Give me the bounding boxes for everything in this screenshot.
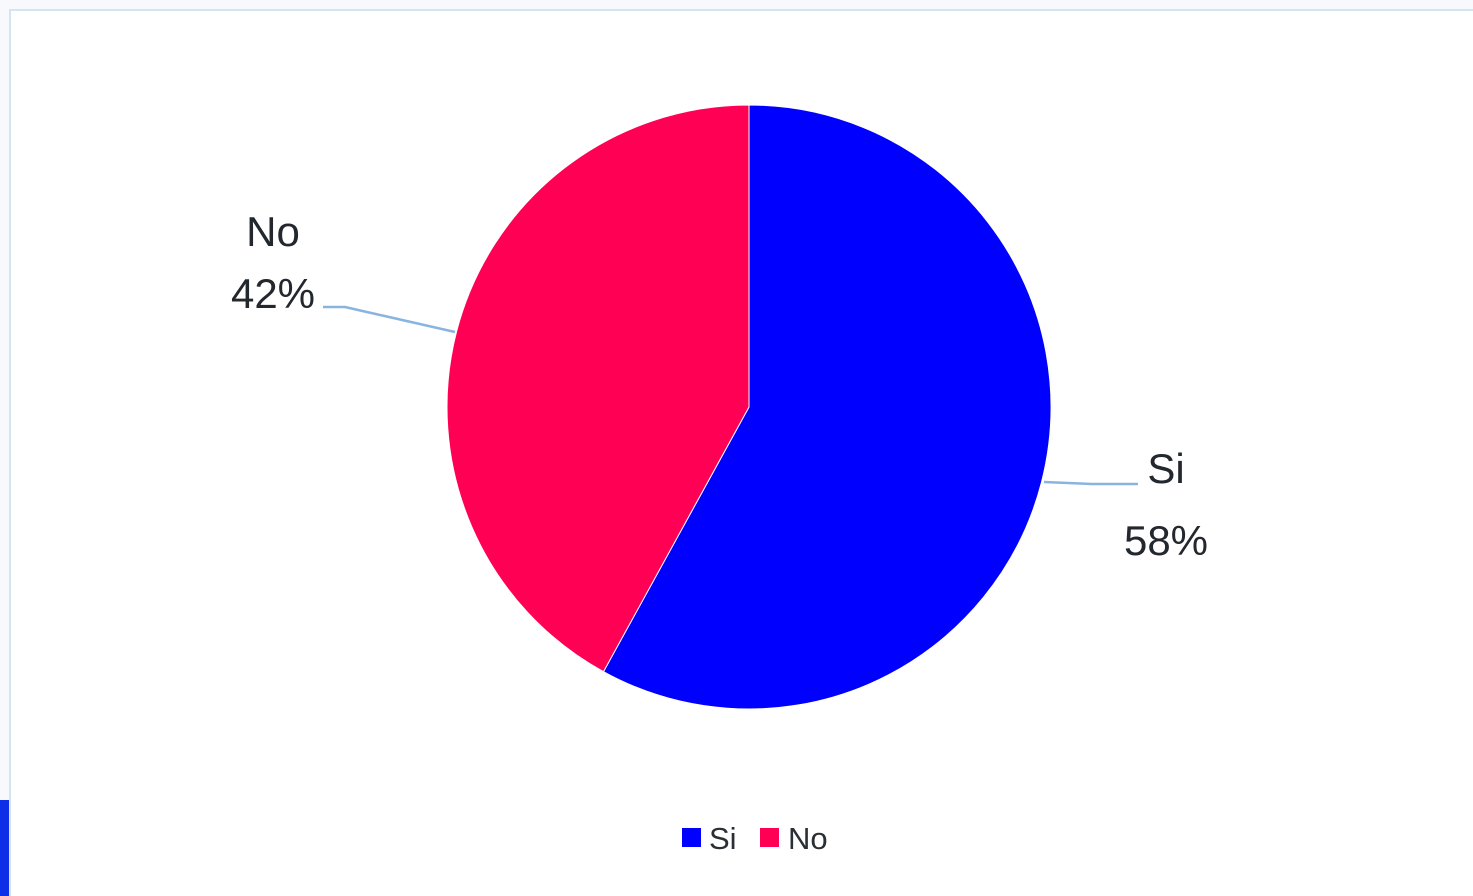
data-label-no-value: 42%	[231, 270, 315, 317]
legend-swatch-no	[760, 828, 779, 847]
legend-swatch-si	[682, 828, 701, 847]
legend-label-no: No	[788, 821, 828, 856]
legend-label-si: Si	[709, 821, 737, 856]
data-label-si-name: Si	[1147, 445, 1184, 492]
pie-slice-no	[446, 104, 750, 673]
leader-line-no	[323, 305, 456, 334]
data-label-si-value: 58%	[1124, 517, 1208, 564]
leader-line-si	[1043, 480, 1138, 486]
pie-slice-si	[602, 104, 1052, 710]
legend: Si No	[682, 821, 828, 856]
data-label-no-name: No	[246, 208, 300, 255]
pie-slices	[446, 104, 1052, 710]
edge-accent-bar	[0, 800, 9, 896]
